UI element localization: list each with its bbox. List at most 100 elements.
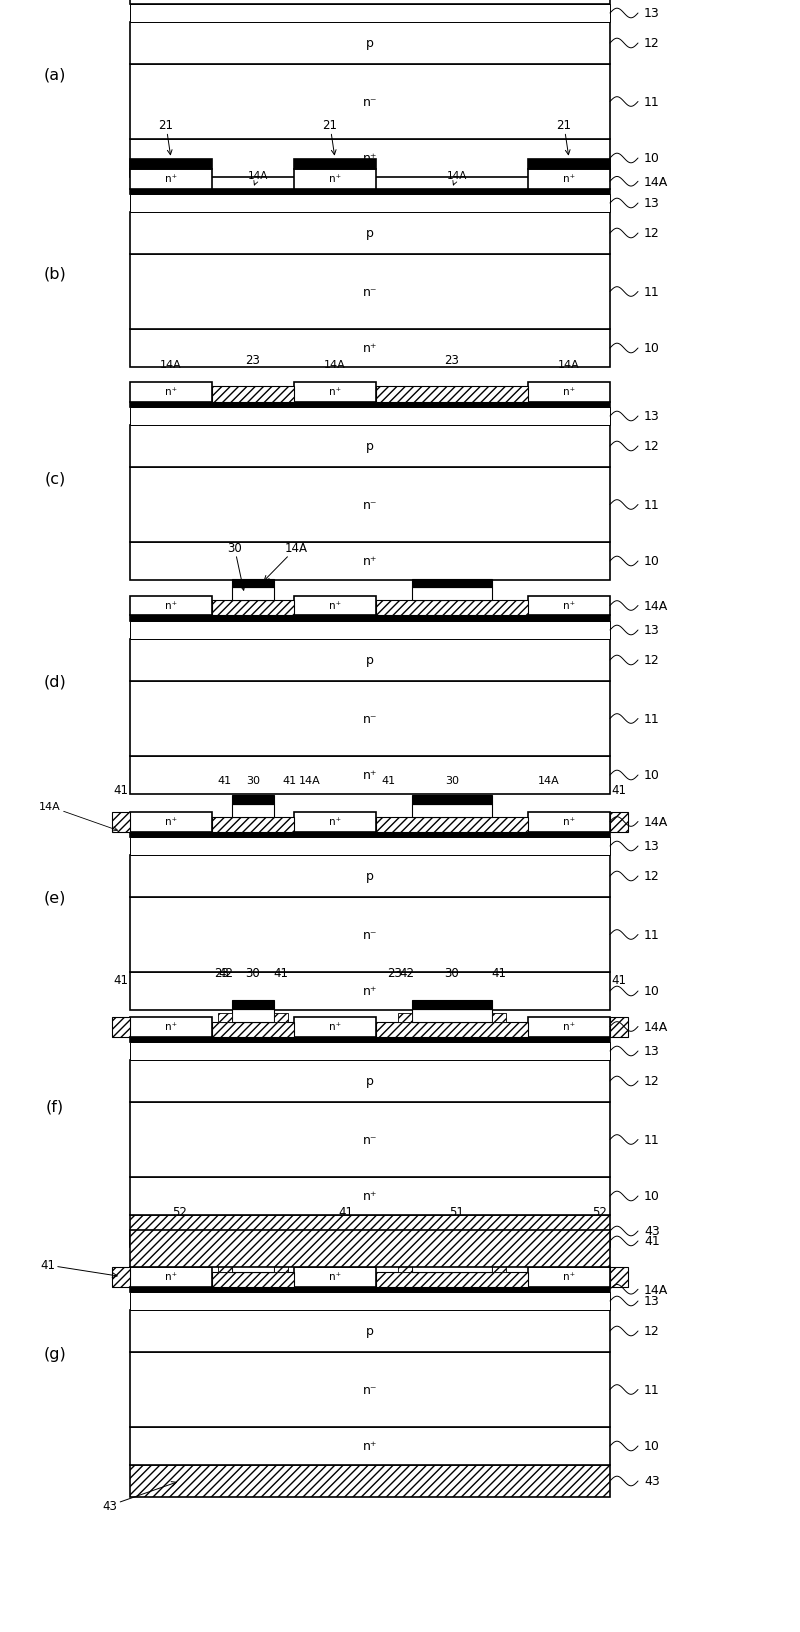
Bar — [413, 805, 491, 818]
Text: (e): (e) — [44, 891, 66, 906]
Text: n⁺: n⁺ — [362, 1439, 378, 1452]
Bar — [528, 170, 610, 189]
Text: 30: 30 — [246, 775, 260, 785]
Text: n⁺: n⁺ — [165, 1271, 177, 1281]
Bar — [232, 1000, 274, 1009]
Text: 13: 13 — [644, 623, 660, 636]
Text: n⁺: n⁺ — [362, 152, 378, 165]
Bar — [413, 1009, 491, 1022]
Text: 43: 43 — [644, 1224, 660, 1237]
Text: 14A: 14A — [324, 359, 346, 369]
Text: 41: 41 — [217, 775, 231, 785]
Text: 14A: 14A — [248, 171, 268, 186]
Bar — [130, 401, 610, 408]
Text: 41: 41 — [282, 775, 296, 785]
Text: 42: 42 — [218, 966, 233, 979]
Text: 42: 42 — [399, 966, 414, 979]
Bar — [130, 837, 610, 855]
Bar — [130, 813, 212, 832]
Bar — [413, 1000, 491, 1009]
Bar — [212, 1271, 294, 1286]
Bar — [232, 588, 274, 601]
Text: 14A: 14A — [160, 359, 182, 369]
Text: 13: 13 — [644, 840, 660, 854]
Bar — [376, 387, 528, 401]
Bar — [212, 818, 294, 832]
Text: 41: 41 — [611, 974, 626, 987]
Text: p: p — [366, 870, 374, 883]
Bar — [130, 1231, 610, 1266]
Bar — [528, 813, 610, 832]
Text: n⁺: n⁺ — [563, 175, 575, 184]
Bar — [413, 579, 491, 588]
Bar — [130, 65, 610, 140]
Bar — [130, 1036, 610, 1043]
Text: 10: 10 — [644, 555, 660, 568]
Text: 21: 21 — [322, 119, 338, 155]
Bar — [528, 1266, 610, 1286]
Text: 11: 11 — [644, 1133, 660, 1146]
Bar — [294, 160, 376, 170]
Text: 41: 41 — [644, 1235, 660, 1248]
Text: n⁺: n⁺ — [563, 818, 575, 827]
Text: p: p — [366, 38, 374, 51]
Text: n⁺: n⁺ — [165, 387, 177, 397]
Bar — [528, 596, 610, 617]
Bar — [130, 543, 610, 581]
Text: 30: 30 — [445, 775, 459, 785]
Text: 13: 13 — [644, 1044, 660, 1058]
Text: 30: 30 — [246, 966, 260, 979]
Bar — [130, 5, 610, 23]
Text: n⁺: n⁺ — [362, 769, 378, 782]
Text: 14A: 14A — [538, 775, 560, 785]
Text: (d): (d) — [44, 674, 66, 690]
Bar — [212, 601, 294, 617]
Bar — [212, 387, 294, 401]
Bar — [294, 170, 376, 189]
Bar — [130, 408, 610, 426]
Bar — [376, 818, 528, 832]
Bar — [130, 255, 610, 330]
Text: 14A: 14A — [299, 775, 321, 785]
Bar — [398, 1263, 413, 1271]
Bar — [610, 813, 628, 832]
Bar — [130, 194, 610, 212]
Bar — [130, 682, 610, 757]
Text: 13: 13 — [644, 8, 660, 21]
Bar — [130, 23, 610, 65]
Bar — [130, 1177, 610, 1216]
Text: 10: 10 — [644, 1190, 660, 1203]
Bar — [232, 795, 274, 805]
Bar — [130, 468, 610, 543]
Bar — [294, 813, 376, 832]
Bar — [130, 1293, 610, 1310]
Text: n⁻: n⁻ — [362, 96, 378, 109]
Text: 23: 23 — [214, 966, 230, 979]
Bar — [112, 1017, 130, 1036]
Text: (f): (f) — [46, 1098, 64, 1113]
Text: n⁺: n⁺ — [165, 1022, 177, 1031]
Text: 14A: 14A — [558, 359, 580, 369]
Text: (b): (b) — [44, 266, 66, 281]
Text: 11: 11 — [644, 1384, 660, 1395]
Bar — [232, 1009, 274, 1022]
Text: n⁺: n⁺ — [362, 555, 378, 568]
Bar — [112, 1266, 130, 1286]
Bar — [232, 805, 274, 818]
Text: n⁺: n⁺ — [329, 818, 341, 827]
Text: 10: 10 — [644, 769, 660, 782]
Bar — [130, 1017, 212, 1036]
Text: n⁻: n⁻ — [362, 499, 378, 512]
Bar — [130, 1043, 610, 1061]
Text: 30: 30 — [445, 966, 459, 979]
Text: 41: 41 — [274, 966, 289, 979]
Text: n⁺: n⁺ — [165, 175, 177, 184]
Bar — [413, 1258, 491, 1271]
Bar — [294, 382, 376, 401]
Bar — [376, 1022, 528, 1036]
Text: n⁺: n⁺ — [362, 1190, 378, 1203]
Bar — [398, 1013, 413, 1022]
Text: 14A: 14A — [644, 599, 668, 612]
Text: n⁻: n⁻ — [362, 1133, 378, 1146]
Text: (a): (a) — [44, 69, 66, 83]
